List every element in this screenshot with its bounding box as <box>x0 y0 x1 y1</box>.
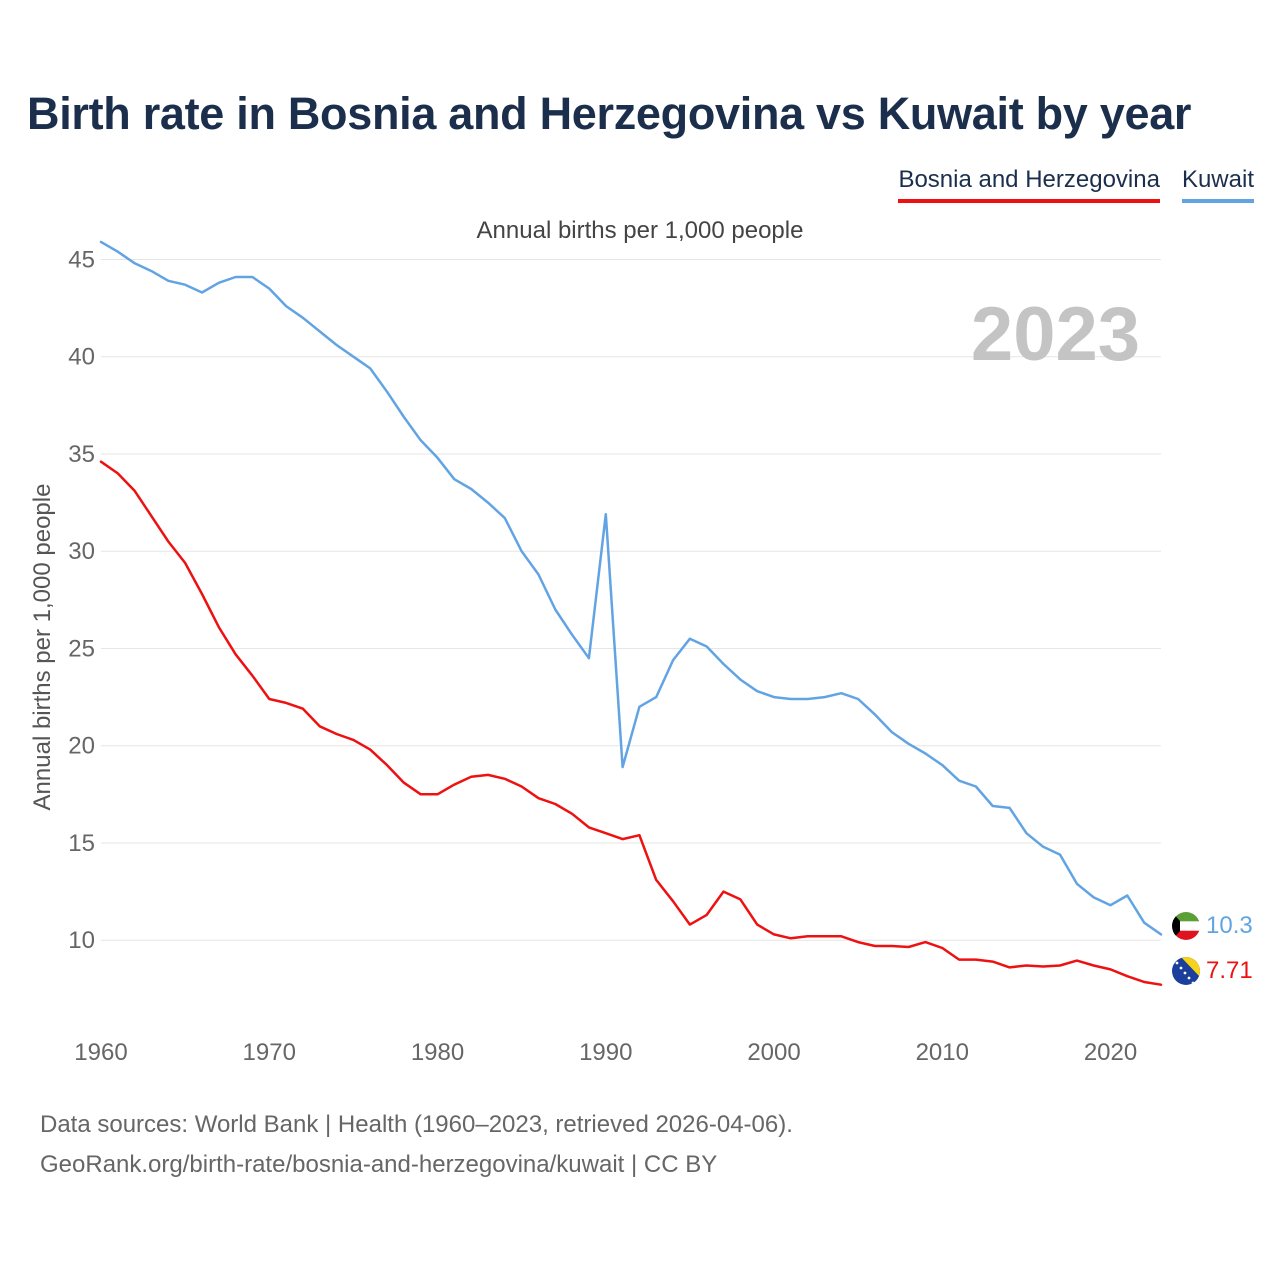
grid <box>101 258 1161 941</box>
chart-subtitle: Annual births per 1,000 people <box>476 217 804 244</box>
source-note: Data sources: World Bank | Health (1960–… <box>40 1105 793 1185</box>
x-tick-label: 1980 <box>411 1039 464 1066</box>
kuwait-end-value: 10.3 <box>1206 912 1253 939</box>
y-tick-label: 20 <box>68 733 95 760</box>
year-watermark: 2023 <box>971 292 1140 377</box>
x-tick-label: 1960 <box>74 1039 127 1066</box>
y-tick-label: 10 <box>68 927 95 954</box>
legend-item-kuwait[interactable]: Kuwait <box>1181 166 1254 203</box>
kuwait-flag-icon <box>1172 912 1200 940</box>
end-markers: 10.3 7.71 <box>1172 912 1253 985</box>
source-line-2[interactable]: GeoRank.org/birth-rate/bosnia-and-herzeg… <box>40 1151 718 1178</box>
series-line-kuwait[interactable] <box>99 240 1163 936</box>
y-tick-label: 25 <box>68 635 95 662</box>
axes: 10 15 20 25 30 35 40 45 1960 1970 1980 1990 2000 2010… <box>68 246 1137 1066</box>
series-line-bosnia[interactable] <box>99 460 1163 986</box>
legend-item-bosnia[interactable]: Bosnia and Herzegovina <box>898 166 1160 203</box>
y-tick-label: 15 <box>68 830 95 857</box>
y-tick-label: 40 <box>68 344 95 371</box>
bosnia-flag-icon <box>1172 957 1200 985</box>
x-tick-label: 2000 <box>747 1039 800 1066</box>
x-tick-label: 1970 <box>243 1039 296 1066</box>
x-tick-label: 2010 <box>916 1039 969 1066</box>
series <box>99 240 1163 986</box>
bosnia-end-value: 7.71 <box>1206 957 1253 984</box>
y-tick-label: 30 <box>68 538 95 565</box>
x-tick-label: 2020 <box>1084 1039 1137 1066</box>
y-axis-label: Annual births per 1,000 people <box>29 484 56 811</box>
y-tick-label: 35 <box>68 441 95 468</box>
x-tick-label: 1990 <box>579 1039 632 1066</box>
source-line-1: Data sources: World Bank | Health (1960–… <box>40 1111 793 1138</box>
legend: Bosnia and Herzegovina Kuwait <box>898 166 1254 203</box>
y-tick-label: 45 <box>68 246 95 273</box>
chart-title: Birth rate in Bosnia and Herzegovina vs … <box>27 88 1192 139</box>
